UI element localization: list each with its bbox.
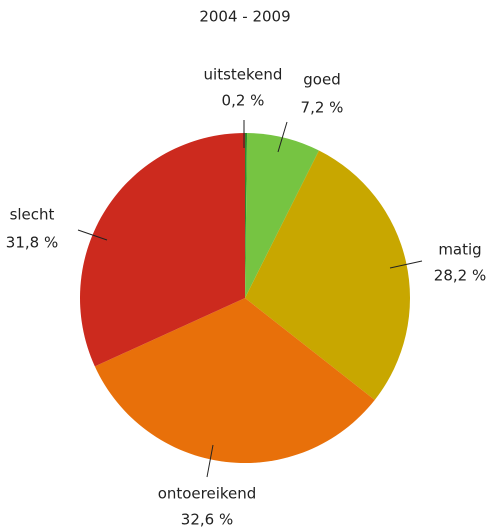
slice-label: matig	[438, 241, 481, 259]
leader-line	[389, 260, 423, 269]
pie-slice	[94, 298, 375, 463]
slice-label: uitstekend	[204, 66, 283, 84]
pie-slice	[245, 133, 319, 298]
pie-slice	[245, 150, 410, 400]
chart-title: 2004 - 2009	[199, 8, 290, 26]
pie-slice	[79, 133, 245, 367]
slice-value-label: 31,8 %	[6, 234, 58, 252]
slice-label: slecht	[10, 206, 55, 224]
leader-line	[206, 444, 214, 478]
slice-label: ontoereikend	[158, 485, 257, 503]
slice-value-label: 32,6 %	[181, 511, 233, 529]
leader-line	[277, 121, 288, 153]
slice-label: goed	[303, 71, 340, 89]
leader-line	[77, 229, 108, 241]
pie-slice	[245, 133, 248, 298]
slice-value-label: 0,2 %	[222, 92, 265, 110]
slice-value-label: 28,2 %	[434, 267, 486, 285]
slice-value-label: 7,2 %	[301, 99, 344, 117]
